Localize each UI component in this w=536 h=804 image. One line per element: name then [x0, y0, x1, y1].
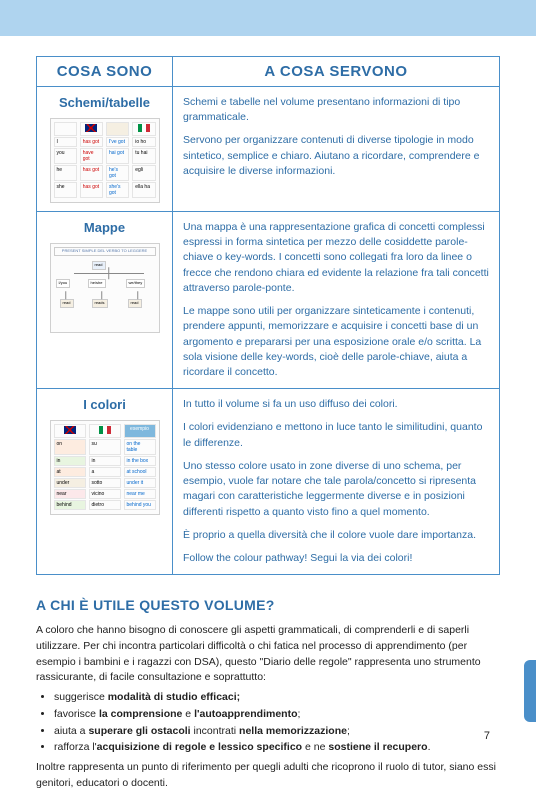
- row-desc: In tutto il volume si fa un uso diffuso …: [173, 389, 500, 575]
- thumb-mappe: PRESENT SIMPLE DEL VERBO TO LEGGERE read…: [50, 243, 160, 333]
- thumb-colori: esempio onsuon the table ininin the box …: [50, 420, 160, 515]
- section-intro: A coloro che hanno bisogno di conoscere …: [36, 623, 500, 686]
- section-body: A coloro che hanno bisogno di conoscere …: [36, 623, 500, 792]
- th-cosa-sono: COSA SONO: [37, 57, 173, 87]
- table-row: I colori esempio onsuon the table ininin…: [37, 389, 500, 575]
- main-table: COSA SONO A COSA SERVONO Schemi/tabelle: [36, 56, 500, 575]
- list-item: rafforza l'acquisizione di regole e less…: [54, 740, 500, 756]
- side-tab: [524, 660, 536, 722]
- th-a-cosa-servono: A COSA SERVONO: [173, 57, 500, 87]
- row-label: I colori: [47, 397, 162, 412]
- section-bullets: suggerisce modalità di studio efficaci; …: [54, 690, 500, 756]
- section-outro: Inoltre rappresenta un punto di riferime…: [36, 760, 500, 792]
- table-row: Mappe PRESENT SIMPLE DEL VERBO TO LEGGER…: [37, 212, 500, 389]
- thumb-schemi: Ihas gotI've gotio ho youhave gothai got…: [50, 118, 160, 203]
- flag-uk-icon: [85, 124, 97, 132]
- flag-uk-icon: [64, 426, 76, 434]
- top-bar: [0, 0, 536, 36]
- flag-it-icon: [138, 124, 150, 132]
- row-desc: Schemi e tabelle nel volume presentano i…: [173, 87, 500, 212]
- list-item: suggerisce modalità di studio efficaci;: [54, 690, 500, 706]
- list-item: aiuta a superare gli ostacoli incontrati…: [54, 724, 500, 740]
- page-number: 7: [484, 730, 490, 742]
- list-item: favorisce la comprensione e l'autoappren…: [54, 707, 500, 723]
- row-label: Mappe: [47, 220, 162, 235]
- table-row: Schemi/tabelle Ihas gotI've gotio ho you…: [37, 87, 500, 212]
- page-content: COSA SONO A COSA SERVONO Schemi/tabelle: [0, 36, 536, 804]
- section-title: A CHI È UTILE QUESTO VOLUME?: [36, 597, 500, 613]
- row-desc: Una mappa è una rappresentazione grafica…: [173, 212, 500, 389]
- row-label: Schemi/tabelle: [47, 95, 162, 110]
- flag-it-icon: [99, 426, 111, 434]
